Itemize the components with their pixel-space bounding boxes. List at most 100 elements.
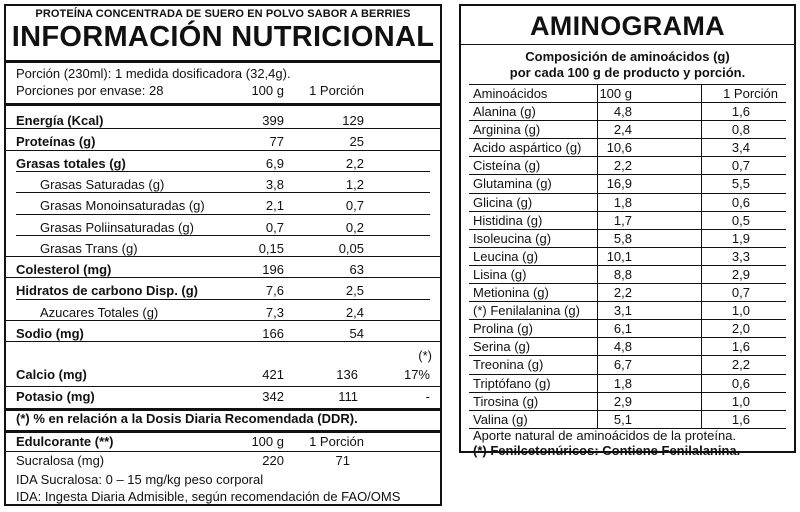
amino-name: Tirosina (g) (473, 393, 539, 409)
amino-value-100g: 1,8 (613, 375, 632, 391)
sucralose-label: Sucralosa (mg) (16, 453, 105, 468)
nutrient-label: Grasas totales (g) (16, 155, 126, 171)
amino-note: Aporte natural de aminoácidos de la prot… (473, 427, 737, 443)
row-divider (16, 234, 430, 236)
nutrient-label: Hidratos de carbono Disp. (g) (16, 283, 199, 299)
nutrient-value-100g: 399 (262, 113, 284, 128)
amino-row: Cisteína (g) 2,2 0,7 (469, 156, 786, 174)
phenylketonuria-warning: (*) Fenilcetonúricos: Contiene Fenilalan… (473, 442, 741, 458)
divider (461, 44, 794, 45)
aminogram-panel: AMINOGRAMA Composición de aminoácidos (g… (459, 4, 796, 458)
row-divider (469, 427, 786, 429)
nutrient-label: Azucares Totales (g) (40, 304, 159, 320)
amino-row: Arginina (g) 2,4 0,8 (469, 120, 786, 138)
amino-name: Treonina (g) (473, 357, 544, 373)
nutrient-value-100g: 0,7 (265, 219, 284, 235)
sweetener-100g-header: 100 g (251, 434, 284, 449)
nutrient-value-100g: 77 (269, 134, 284, 150)
ddr-note: (*) % en relación a la Dosis Diaria Reco… (16, 411, 358, 426)
amino-row: Glutamina (g) 16,9 5,5 (469, 174, 786, 192)
amino-table: Aminoácidos 100 g 1 Porción Alanina (g) 4,8 1… (469, 84, 786, 429)
amino-value-100g: 1,8 (613, 194, 632, 210)
mineral-ddr-percent: - (425, 389, 430, 404)
sweetener-portion-header: 1 Porción (309, 434, 364, 449)
amino-name: Prolina (g) (473, 321, 533, 337)
mineral-ddr-percent: 17% (403, 367, 430, 382)
nutrient-label: Grasas Trans (g) (40, 240, 138, 256)
amino-name: (*) Fenilalanina (g) (473, 303, 580, 319)
amino-value-100g: 8,8 (613, 266, 632, 282)
row-divider (6, 320, 440, 321)
row-divider (16, 298, 430, 300)
row-divider (6, 149, 440, 151)
amino-name: Alanina (g) (473, 104, 536, 120)
amino-value-100g: 2,2 (613, 285, 632, 301)
nutrient-label: Grasas Poliinsaturadas (g) (40, 219, 194, 235)
amino-name: Lisina (g) (473, 266, 527, 282)
amino-row: Prolina (g) 6,1 2,0 (469, 319, 786, 337)
nutrient-value-portion: 129 (342, 113, 364, 128)
amino-value-100g: 6,7 (613, 357, 632, 373)
servings-per-container: Porciones por envase: 28 (16, 83, 164, 98)
ida-note: IDA: Ingesta Diaria Admisible, según rec… (16, 489, 401, 504)
row-divider (16, 170, 430, 172)
nutrient-value-100g: 196 (262, 262, 284, 278)
nutrient-label: Grasas Saturadas (g) (40, 176, 165, 192)
amino-row: Treonina (g) 6,7 2,2 (469, 355, 786, 373)
column-divider (597, 84, 598, 428)
amino-row: Histidina (g) 1,7 0,5 (469, 210, 786, 229)
amino-row: Isoleucina (g) 5,8 1,9 (469, 228, 786, 247)
amino-row: (*) Fenilalanina (g) 3,1 1,0 (469, 301, 786, 319)
amino-name: Acido aspártico (g) (473, 140, 582, 156)
amino-row: Alanina (g) 4,8 1,6 (469, 102, 786, 120)
amino-row: Metionina (g) 2,2 0,7 (469, 283, 786, 301)
amino-value-100g: 4,8 (613, 339, 632, 355)
amino-header-row: Aminoácidos 100 g 1 Porción (469, 84, 786, 102)
amino-value-portion: 0,6 (731, 194, 750, 210)
nutrient-value-portion: 54 (349, 326, 364, 341)
nutrient-value-portion: 0,05 (338, 240, 364, 256)
column-header-100g: 100 g (251, 83, 284, 98)
amino-name: Cisteína (g) (473, 158, 541, 174)
nutrient-label: Sodio (mg) (16, 326, 84, 341)
ddr-mark: (*) (418, 348, 432, 363)
amino-value-100g: 10,6 (606, 140, 632, 156)
nutrient-value-100g: 0,15 (258, 240, 284, 256)
amino-value-100g: 1,7 (613, 212, 632, 228)
column-header-portion: 1 Porción (309, 83, 364, 98)
amino-value-portion: 0,8 (731, 122, 750, 138)
amino-value-100g: 2,2 (613, 158, 632, 174)
amino-col-header-100g: 100 g (599, 86, 632, 101)
amino-name: Leucina (g) (473, 248, 539, 264)
amino-col-header-name: Aminoácidos (473, 86, 548, 101)
amino-value-portion: 3,3 (731, 248, 750, 264)
nutrient-value-100g: 166 (262, 326, 284, 341)
amino-value-portion: 3,4 (731, 140, 750, 156)
amino-value-100g: 5,1 (613, 411, 632, 427)
nutrient-value-portion: 63 (349, 262, 364, 278)
divider (6, 408, 440, 411)
amino-name: Triptófano (g) (473, 375, 551, 391)
amino-value-portion: 1,0 (731, 393, 750, 409)
amino-row: Leucina (g) 10,1 3,3 (469, 246, 786, 265)
amino-value-portion: 2,0 (731, 321, 750, 337)
column-divider (701, 84, 702, 428)
amino-name: Isoleucina (g) (473, 230, 552, 246)
nutrient-value-portion: 25 (349, 134, 364, 150)
mineral-value-portion: 136 (336, 367, 358, 382)
amino-value-portion: 2,2 (731, 357, 750, 373)
amino-col-header-portion: 1 Porción (723, 86, 778, 101)
mineral-label: Calcio (mg) (16, 367, 87, 382)
divider (6, 341, 440, 342)
mineral-label: Potasio (mg) (16, 389, 95, 404)
mineral-value-100g: 342 (262, 389, 284, 404)
amino-value-portion: 0,6 (731, 375, 750, 391)
sucralose-portion: 71 (335, 453, 350, 468)
row-divider (16, 192, 430, 194)
amino-value-100g: 4,8 (613, 104, 632, 120)
aminogram-subtitle-1: Composición de aminoácidos (g) (525, 49, 730, 64)
nutrient-value-portion: 1,2 (345, 176, 364, 192)
nutrient-label: Colesterol (mg) (16, 262, 112, 278)
amino-name: Histidina (g) (473, 212, 543, 228)
amino-row: Glicina (g) 1,8 0,6 (469, 192, 786, 211)
